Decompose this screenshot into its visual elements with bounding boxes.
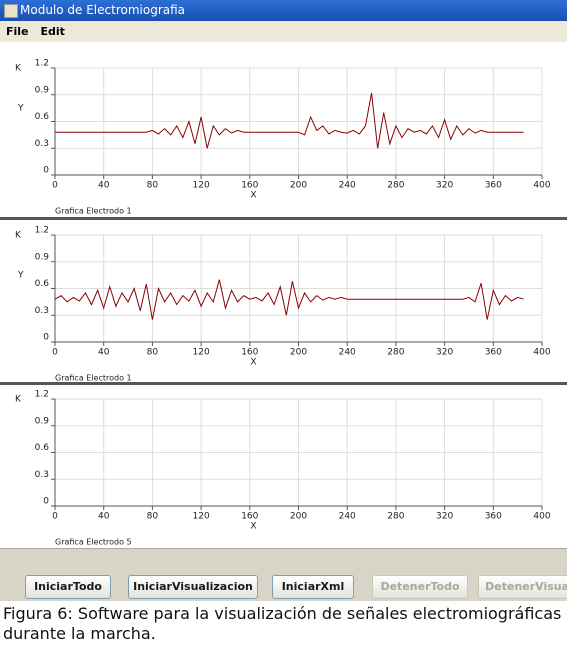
- y-tick-label: 0.3: [35, 139, 49, 149]
- x-tick-label: 200: [290, 512, 307, 522]
- x-tick-label: 40: [98, 512, 110, 522]
- k-label: K: [15, 395, 22, 405]
- x-tick-label: 160: [241, 512, 258, 522]
- button[interactable]: IniciarTodo: [25, 575, 111, 599]
- signal-line: [54, 279, 524, 320]
- panel-separator: [0, 382, 567, 385]
- x-tick-label: 0: [52, 512, 58, 522]
- y-tick-label: 0.9: [35, 85, 50, 95]
- x-tick-label: 0: [52, 348, 58, 358]
- signal-line: [55, 92, 524, 149]
- y-tick-label: 0: [43, 333, 49, 343]
- x-tick-label: 320: [436, 348, 453, 358]
- x-tick-label: 40: [98, 181, 110, 191]
- x-tick-label: 240: [339, 181, 356, 191]
- y-axis-label: Y: [17, 104, 24, 114]
- x-tick-label: 240: [339, 348, 356, 358]
- button[interactable]: IniciarXml: [272, 575, 354, 599]
- x-tick-label: 360: [485, 348, 502, 358]
- button: DetenerTodo: [372, 575, 468, 599]
- x-tick-label: 320: [436, 512, 453, 522]
- charts-area: K Y 0 0.3 0.6 0.9 1.2 0 40 80 120 160 200 240 280 320 36…: [0, 59, 567, 547]
- y-tick-label: 0.3: [35, 470, 49, 480]
- x-axis-label: X: [250, 522, 256, 532]
- x-tick-label: 280: [387, 512, 404, 522]
- x-axis-label: X: [250, 191, 256, 201]
- k-label: K: [15, 231, 22, 241]
- x-tick-label: 280: [387, 181, 404, 191]
- k-label: K: [15, 64, 22, 74]
- y-axis-label: Y: [17, 271, 24, 281]
- x-tick-label: 240: [339, 512, 356, 522]
- x-tick-label: 200: [290, 181, 307, 191]
- button[interactable]: IniciarVisualizacion: [128, 575, 258, 599]
- chart-name: Grafica Electrodo 1: [55, 374, 132, 383]
- x-tick-label: 40: [98, 348, 110, 358]
- figure-caption: Figura 6: Software para la visualización…: [3, 604, 562, 643]
- button-bar: IniciarTodo IniciarVisualizacion IniciarXm…: [0, 548, 567, 601]
- y-tick-label: 0.9: [35, 252, 50, 262]
- panel-separator: [0, 217, 567, 220]
- x-tick-label: 160: [241, 348, 258, 358]
- x-tick-label: 80: [147, 512, 159, 522]
- menu-item[interactable]: Edit: [40, 25, 65, 38]
- y-tick-label: 1.2: [35, 390, 49, 400]
- y-tick-label: 0.9: [35, 416, 50, 426]
- x-tick-label: 280: [387, 348, 404, 358]
- button: DetenerVisual: [478, 575, 567, 599]
- x-tick-label: 160: [241, 181, 258, 191]
- x-tick-label: 0: [52, 181, 58, 191]
- x-tick-label: 400: [533, 348, 550, 358]
- x-tick-label: 120: [193, 512, 210, 522]
- x-tick-label: 80: [147, 181, 159, 191]
- y-tick-label: 1.2: [35, 59, 49, 69]
- x-tick-label: 400: [533, 512, 550, 522]
- y-tick-label: 0: [43, 497, 49, 507]
- x-tick-label: 360: [485, 512, 502, 522]
- y-tick-label: 1.2: [35, 226, 49, 236]
- x-tick-label: 400: [533, 181, 550, 191]
- y-tick-label: 0.6: [35, 112, 50, 122]
- y-tick-label: 0: [43, 166, 49, 176]
- y-tick-label: 0.6: [35, 443, 50, 453]
- x-tick-label: 80: [147, 348, 159, 358]
- chart-name: Grafica Electrodo 1: [55, 207, 132, 216]
- window-title: Modulo de Electromiografia: [20, 3, 186, 17]
- y-tick-label: 0.6: [35, 279, 50, 289]
- chart-name: Grafica Electrodo 5: [55, 538, 132, 547]
- y-tick-label: 0.3: [35, 306, 49, 316]
- title-bar: Modulo de Electromiografia: [0, 0, 567, 21]
- x-axis-label: X: [250, 358, 256, 368]
- x-tick-label: 320: [436, 181, 453, 191]
- menu-bar: File Edit: [0, 21, 567, 42]
- x-tick-label: 120: [193, 348, 210, 358]
- x-tick-label: 200: [290, 348, 307, 358]
- x-tick-label: 120: [193, 181, 210, 191]
- x-tick-label: 360: [485, 181, 502, 191]
- app-icon: [4, 4, 18, 18]
- menu-item[interactable]: File: [6, 25, 29, 38]
